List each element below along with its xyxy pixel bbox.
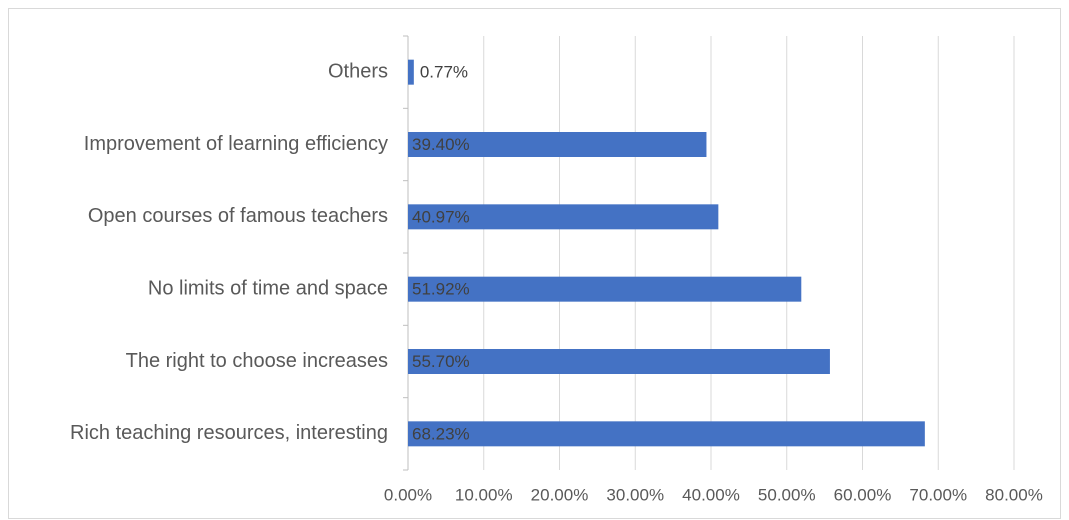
bar [408, 59, 414, 85]
value-label: 0.77% [420, 63, 468, 82]
y-tick-label: Improvement of learning efficiency [84, 133, 388, 155]
value-label: 40.97% [412, 207, 470, 226]
y-tick-label: The right to choose increases [126, 350, 388, 372]
x-tick-label: 20.00% [531, 485, 589, 504]
x-tick-label: 60.00% [834, 485, 892, 504]
bar [408, 349, 830, 374]
value-label: 55.70% [412, 352, 470, 371]
x-tick-label: 70.00% [909, 485, 967, 504]
x-tick-label: 10.00% [455, 485, 513, 504]
value-label: 39.40% [412, 135, 470, 154]
x-tick-label: 80.00% [985, 485, 1043, 504]
x-tick-label: 50.00% [758, 485, 816, 504]
x-tick-label: 40.00% [682, 485, 740, 504]
bar [408, 421, 925, 447]
bar [408, 204, 719, 230]
y-tick-label: Rich teaching resources, interesting [70, 422, 388, 444]
bar [408, 276, 802, 302]
y-tick-label: No limits of time and space [148, 277, 388, 299]
x-tick-label: 0.00% [384, 485, 432, 504]
y-tick-label: Others [328, 60, 388, 82]
x-tick-label: 30.00% [606, 485, 664, 504]
value-label: 51.92% [412, 280, 470, 299]
bar [408, 132, 707, 157]
value-label: 68.23% [412, 424, 470, 443]
y-tick-label: Open courses of famous teachers [88, 205, 388, 227]
